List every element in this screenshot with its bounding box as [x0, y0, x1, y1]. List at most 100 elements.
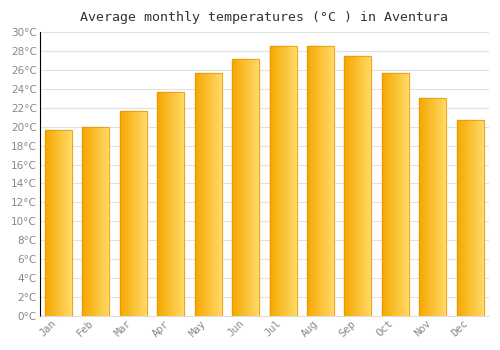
Bar [240, 59, 241, 316]
Bar [312, 47, 314, 316]
Bar [387, 73, 388, 316]
Bar [136, 111, 137, 316]
Bar [272, 47, 273, 316]
Bar [308, 47, 309, 316]
Bar [386, 73, 387, 316]
Bar [167, 92, 168, 316]
Bar [104, 127, 105, 316]
Bar [232, 59, 259, 316]
Bar [98, 127, 100, 316]
Bar [358, 56, 359, 316]
Bar [349, 56, 350, 316]
Bar [284, 47, 285, 316]
Bar [323, 47, 324, 316]
Bar [182, 92, 184, 316]
Bar [258, 59, 259, 316]
Bar [461, 120, 462, 316]
Bar [238, 59, 240, 316]
Bar [421, 98, 422, 316]
Bar [56, 130, 58, 316]
Bar [280, 47, 281, 316]
Bar [359, 56, 360, 316]
Bar [326, 47, 327, 316]
Bar [212, 73, 214, 316]
Bar [177, 92, 178, 316]
Bar [135, 111, 136, 316]
Bar [460, 120, 461, 316]
Bar [390, 73, 391, 316]
Bar [214, 73, 216, 316]
Bar [466, 120, 468, 316]
Bar [307, 47, 308, 316]
Bar [211, 73, 212, 316]
Bar [278, 47, 280, 316]
Bar [356, 56, 357, 316]
Bar [47, 130, 48, 316]
Bar [124, 111, 125, 316]
Bar [196, 73, 198, 316]
Bar [407, 73, 408, 316]
Bar [276, 47, 277, 316]
Bar [328, 47, 330, 316]
Bar [169, 92, 170, 316]
Bar [394, 73, 396, 316]
Bar [436, 98, 437, 316]
Bar [465, 120, 466, 316]
Bar [274, 47, 275, 316]
Bar [441, 98, 442, 316]
Bar [317, 47, 318, 316]
Bar [428, 98, 429, 316]
Bar [159, 92, 160, 316]
Bar [209, 73, 210, 316]
Bar [251, 59, 252, 316]
Bar [382, 73, 384, 316]
Bar [400, 73, 402, 316]
Bar [405, 73, 406, 316]
Bar [172, 92, 174, 316]
Bar [388, 73, 389, 316]
Bar [178, 92, 179, 316]
Bar [322, 47, 323, 316]
Bar [45, 130, 72, 316]
Bar [432, 98, 434, 316]
Bar [399, 73, 400, 316]
Bar [130, 111, 132, 316]
Bar [170, 92, 171, 316]
Bar [463, 120, 464, 316]
Bar [277, 47, 278, 316]
Bar [175, 92, 176, 316]
Bar [253, 59, 254, 316]
Bar [256, 59, 258, 316]
Bar [444, 98, 446, 316]
Bar [201, 73, 202, 316]
Bar [96, 127, 97, 316]
Bar [48, 130, 50, 316]
Bar [218, 73, 219, 316]
Bar [105, 127, 106, 316]
Bar [357, 56, 358, 316]
Bar [248, 59, 249, 316]
Bar [121, 111, 122, 316]
Bar [324, 47, 325, 316]
Bar [275, 47, 276, 316]
Bar [283, 47, 284, 316]
Bar [293, 47, 294, 316]
Bar [120, 111, 147, 316]
Bar [158, 92, 184, 316]
Bar [90, 127, 92, 316]
Bar [88, 127, 90, 316]
Bar [233, 59, 234, 316]
Bar [290, 47, 291, 316]
Bar [426, 98, 428, 316]
Bar [456, 120, 483, 316]
Bar [422, 98, 423, 316]
Bar [384, 73, 386, 316]
Bar [65, 130, 66, 316]
Bar [145, 111, 146, 316]
Bar [470, 120, 471, 316]
Bar [398, 73, 399, 316]
Bar [364, 56, 365, 316]
Bar [404, 73, 405, 316]
Bar [424, 98, 426, 316]
Bar [440, 98, 441, 316]
